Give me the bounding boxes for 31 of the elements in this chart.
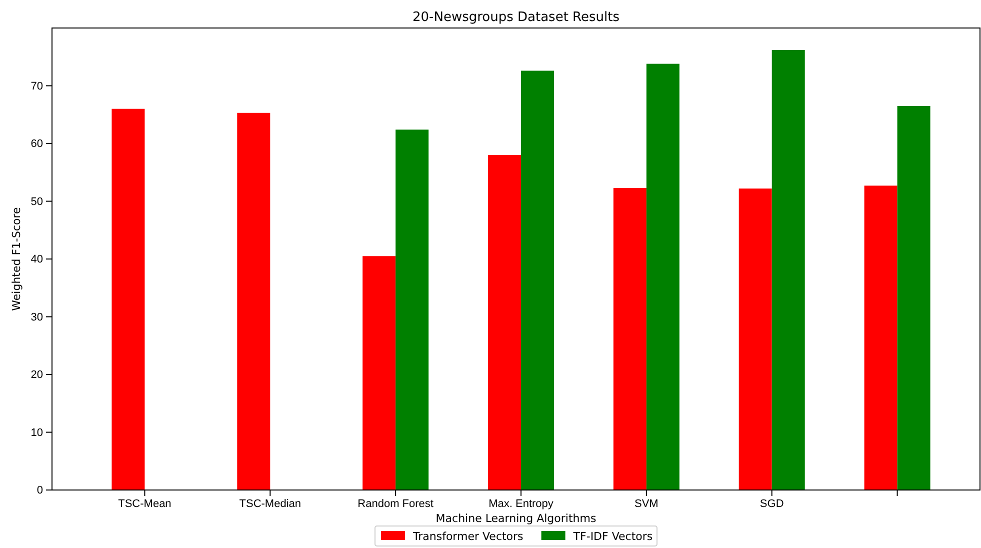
x-axis-title: Machine Learning Algorithms [436,512,596,525]
y-tick-label: 70 [30,80,43,92]
bar [646,64,680,490]
y-tick-label: 60 [30,138,43,150]
x-tick-label: TSC-Median [239,498,302,510]
y-tick-label: 0 [36,484,43,497]
bar [112,108,145,490]
x-tick-label: Max. Entropy [488,498,554,510]
y-tick-label: 40 [30,254,43,266]
x-tick-label: SVM [634,498,658,510]
y-tick-label: 50 [30,196,43,208]
x-tick-label: TSC-Mean [118,498,172,510]
bar [864,186,898,490]
legend-label: Transformer Vectors [412,530,524,543]
y-tick-label: 20 [30,369,43,382]
bar [613,188,646,490]
y-axis-title: Weighted F1-Score [10,206,23,311]
bar [521,70,554,490]
x-tick-label: SGD [760,498,784,510]
bar [237,112,270,490]
chart-title: 20-Newsgroups Dataset Results [412,10,620,25]
legend-label: TF-IDF Vectors [572,530,653,543]
bar [897,106,930,490]
y-tick-label: 30 [30,311,43,324]
bar [488,155,521,490]
bar [772,50,805,490]
bar [738,188,772,490]
bar [396,130,429,490]
bar [362,256,396,490]
y-tick-label: 10 [30,426,43,439]
x-tick-label: Random Forest [358,498,434,510]
